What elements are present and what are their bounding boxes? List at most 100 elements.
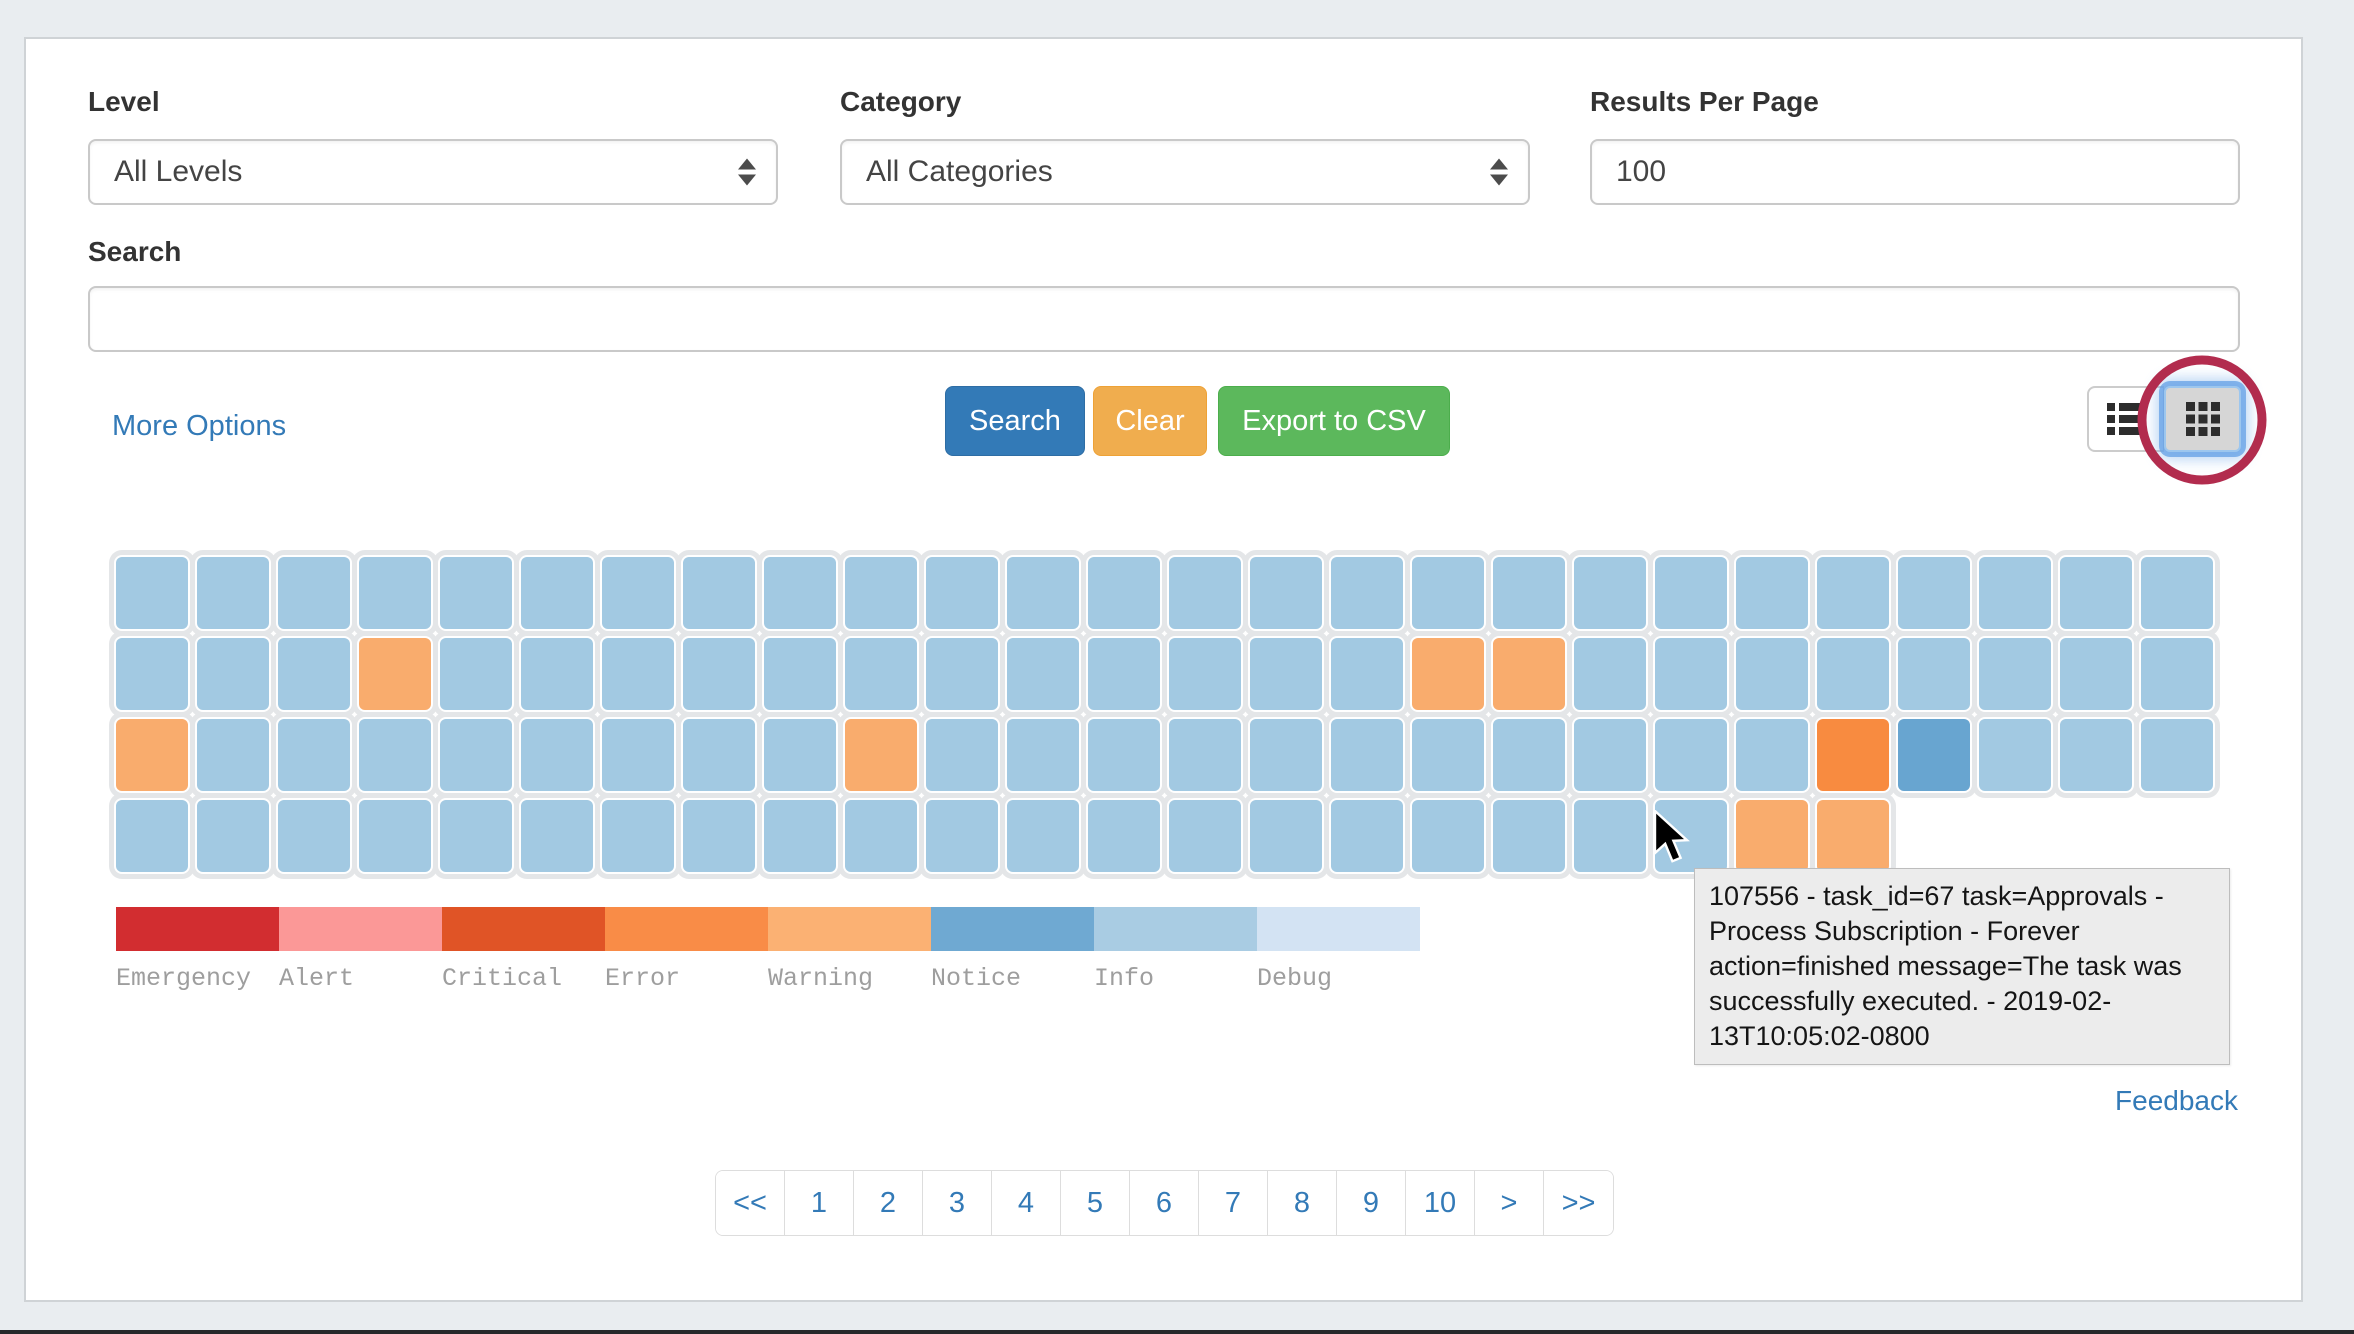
heatmap-cell-warning[interactable] <box>1493 638 1565 710</box>
heatmap-cell-info[interactable] <box>1007 719 1079 791</box>
pagination-page-4[interactable]: 4 <box>992 1171 1061 1235</box>
heatmap-cell-info[interactable] <box>1817 557 1889 629</box>
heatmap-cell-info[interactable] <box>116 800 188 872</box>
pagination-page-7[interactable]: 7 <box>1199 1171 1268 1235</box>
heatmap-cell-info[interactable] <box>1250 557 1322 629</box>
grid-view-button[interactable] <box>2164 386 2241 452</box>
heatmap-cell-info[interactable] <box>926 800 998 872</box>
heatmap-cell-info[interactable] <box>1655 638 1727 710</box>
heatmap-cell-info[interactable] <box>845 800 917 872</box>
heatmap-cell-info[interactable] <box>1898 638 1970 710</box>
heatmap-cell-warning[interactable] <box>1412 638 1484 710</box>
pagination-page-3[interactable]: 3 <box>923 1171 992 1235</box>
heatmap-cell-info[interactable] <box>1331 719 1403 791</box>
heatmap-cell-info[interactable] <box>1412 557 1484 629</box>
heatmap-cell-info[interactable] <box>683 719 755 791</box>
heatmap-cell-info[interactable] <box>602 557 674 629</box>
heatmap-cell-info[interactable] <box>926 557 998 629</box>
pagination-page-5[interactable]: 5 <box>1061 1171 1130 1235</box>
heatmap-cell-info[interactable] <box>1574 638 1646 710</box>
heatmap-cell-info[interactable] <box>2141 719 2213 791</box>
heatmap-cell-info[interactable] <box>1250 719 1322 791</box>
heatmap-cell-info[interactable] <box>2141 638 2213 710</box>
heatmap-cell-info[interactable] <box>602 719 674 791</box>
heatmap-cell-info[interactable] <box>683 557 755 629</box>
heatmap-cell-info[interactable] <box>926 638 998 710</box>
heatmap-cell-info[interactable] <box>1250 638 1322 710</box>
heatmap-cell-info[interactable] <box>602 800 674 872</box>
pagination-first[interactable]: << <box>716 1171 785 1235</box>
heatmap-cell-info[interactable] <box>521 638 593 710</box>
heatmap-cell-info[interactable] <box>1979 719 2051 791</box>
heatmap-cell-info[interactable] <box>1250 800 1322 872</box>
heatmap-cell-info[interactable] <box>764 800 836 872</box>
results-per-page-input[interactable] <box>1590 139 2240 205</box>
heatmap-cell-warning[interactable] <box>116 719 188 791</box>
heatmap-cell-info[interactable] <box>1655 719 1727 791</box>
heatmap-cell-info[interactable] <box>197 800 269 872</box>
heatmap-cell-info[interactable] <box>1007 638 1079 710</box>
heatmap-cell-info[interactable] <box>845 638 917 710</box>
heatmap-cell-info[interactable] <box>116 557 188 629</box>
heatmap-cell-info[interactable] <box>440 800 512 872</box>
heatmap-cell-info[interactable] <box>1169 638 1241 710</box>
heatmap-cell-info[interactable] <box>1088 557 1160 629</box>
heatmap-cell-info[interactable] <box>1979 557 2051 629</box>
heatmap-cell-warning[interactable] <box>1736 800 1808 872</box>
heatmap-cell-info[interactable] <box>116 638 188 710</box>
heatmap-cell-info[interactable] <box>278 719 350 791</box>
search-input[interactable] <box>88 286 2240 352</box>
heatmap-cell-info[interactable] <box>1493 557 1565 629</box>
heatmap-cell-info[interactable] <box>440 557 512 629</box>
heatmap-cell-info[interactable] <box>764 557 836 629</box>
heatmap-cell-info[interactable] <box>359 557 431 629</box>
heatmap-cell-info[interactable] <box>440 719 512 791</box>
heatmap-cell-info[interactable] <box>1169 800 1241 872</box>
heatmap-cell-info[interactable] <box>278 638 350 710</box>
heatmap-cell-info[interactable] <box>1574 719 1646 791</box>
heatmap-cell-info[interactable] <box>1331 800 1403 872</box>
heatmap-cell-info[interactable] <box>2060 638 2132 710</box>
clear-button[interactable]: Clear <box>1093 386 1207 456</box>
heatmap-cell-error[interactable] <box>1817 719 1889 791</box>
more-options-link[interactable]: More Options <box>112 410 287 442</box>
heatmap-cell-info[interactable] <box>1007 557 1079 629</box>
pagination-page-1[interactable]: 1 <box>785 1171 854 1235</box>
heatmap-cell-info[interactable] <box>602 638 674 710</box>
pagination-next[interactable]: > <box>1475 1171 1544 1235</box>
pagination-page-10[interactable]: 10 <box>1406 1171 1475 1235</box>
pagination-page-6[interactable]: 6 <box>1130 1171 1199 1235</box>
heatmap-cell-info[interactable] <box>683 638 755 710</box>
heatmap-cell-info[interactable] <box>359 800 431 872</box>
heatmap-cell-info[interactable] <box>1169 557 1241 629</box>
search-button[interactable]: Search <box>945 386 1085 456</box>
feedback-link[interactable]: Feedback <box>2115 1085 2238 1116</box>
heatmap-cell-info[interactable] <box>1088 800 1160 872</box>
heatmap-cell-info[interactable] <box>764 719 836 791</box>
heatmap-cell-warning[interactable] <box>1817 800 1889 872</box>
heatmap-cell-info[interactable] <box>2141 557 2213 629</box>
heatmap-cell-info[interactable] <box>1655 557 1727 629</box>
heatmap-cell-info[interactable] <box>2060 719 2132 791</box>
heatmap-cell-info[interactable] <box>845 557 917 629</box>
pagination-last[interactable]: >> <box>1544 1171 1613 1235</box>
heatmap-cell-info[interactable] <box>197 719 269 791</box>
export-csv-button[interactable]: Export to CSV <box>1218 386 1450 456</box>
category-select[interactable]: All Categories <box>840 139 1530 205</box>
heatmap-cell-info[interactable] <box>1169 719 1241 791</box>
heatmap-cell-info[interactable] <box>1736 638 1808 710</box>
list-view-button[interactable] <box>2087 386 2164 452</box>
heatmap-cell-info[interactable] <box>1736 719 1808 791</box>
heatmap-cell-warning[interactable] <box>845 719 917 791</box>
heatmap-cell-info[interactable] <box>521 719 593 791</box>
heatmap-cell-notice[interactable] <box>1898 719 1970 791</box>
pagination-page-2[interactable]: 2 <box>854 1171 923 1235</box>
heatmap-cell-info[interactable] <box>1898 557 1970 629</box>
heatmap-cell-info[interactable] <box>278 557 350 629</box>
heatmap-cell-info[interactable] <box>1736 557 1808 629</box>
heatmap-cell-info[interactable] <box>278 800 350 872</box>
heatmap-cell-info[interactable] <box>1493 719 1565 791</box>
heatmap-cell-info[interactable] <box>197 638 269 710</box>
heatmap-cell-info[interactable] <box>1412 800 1484 872</box>
heatmap-cell-info[interactable] <box>2060 557 2132 629</box>
